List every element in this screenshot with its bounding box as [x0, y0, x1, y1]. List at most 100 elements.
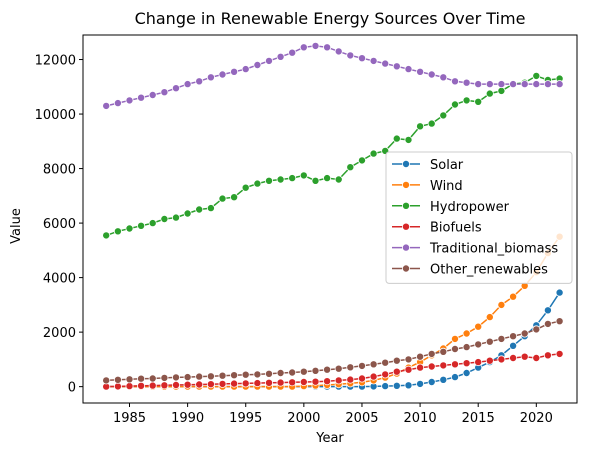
data-point [392, 62, 401, 71]
series-line [106, 353, 560, 388]
data-point [276, 52, 285, 61]
data-point [369, 56, 378, 65]
data-point [137, 93, 146, 102]
series-line [106, 45, 560, 107]
data-point [497, 300, 506, 309]
data-point [102, 101, 111, 110]
data-point [288, 378, 297, 387]
series-traditional-biomass [102, 41, 564, 110]
data-point [369, 360, 378, 369]
data-point [497, 86, 506, 95]
data-point [357, 374, 366, 383]
data-point [299, 377, 308, 386]
data-point [346, 163, 355, 172]
legend-item: Hydropower [392, 200, 510, 215]
data-point [137, 374, 146, 383]
data-point [462, 359, 471, 368]
data-point [206, 204, 215, 213]
data-point [392, 367, 401, 376]
data-point [346, 51, 355, 60]
data-point [323, 43, 332, 52]
data-point [230, 67, 239, 76]
x-tick-label: 2015 [462, 411, 495, 426]
y-tick-label: 8000 [43, 163, 76, 178]
data-point [450, 360, 459, 369]
data-point [474, 80, 483, 89]
data-point [113, 227, 122, 236]
data-point [381, 382, 390, 391]
legend-marker [401, 180, 410, 189]
data-point [427, 362, 436, 371]
data-point [125, 224, 134, 233]
data-point [555, 288, 564, 297]
y-tick-label: 4000 [43, 272, 76, 287]
x-axis-title: Year [315, 431, 344, 446]
data-point [160, 373, 169, 382]
data-point [485, 80, 494, 89]
legend-item: Wind [392, 179, 463, 194]
data-point [102, 231, 111, 240]
data-point [311, 366, 320, 375]
x-tick-label: 2010 [404, 411, 437, 426]
data-point [288, 48, 297, 57]
data-point [230, 193, 239, 202]
data-point [264, 56, 273, 65]
data-point [334, 175, 343, 184]
data-point [276, 378, 285, 387]
legend-item: Other_renewables [392, 263, 548, 278]
data-point [253, 370, 262, 379]
data-point [404, 365, 413, 374]
data-point [230, 371, 239, 380]
data-point [439, 375, 448, 384]
data-point [520, 352, 529, 361]
data-point [474, 358, 483, 367]
data-point [509, 332, 518, 341]
data-point [485, 89, 494, 98]
data-point [509, 341, 518, 350]
data-point [113, 99, 122, 108]
data-point [148, 91, 157, 100]
data-point [125, 382, 134, 391]
data-point [474, 97, 483, 106]
series-biofuels [102, 349, 564, 391]
data-point [183, 80, 192, 89]
series-layer [102, 41, 564, 391]
data-point [160, 214, 169, 223]
data-point [171, 373, 180, 382]
data-point [369, 372, 378, 381]
data-point [183, 209, 192, 218]
data-point [497, 355, 506, 364]
data-point [171, 84, 180, 93]
data-point [427, 70, 436, 79]
series-solar [102, 288, 564, 391]
y-tick-label: 12000 [35, 54, 76, 69]
data-point [509, 80, 518, 89]
data-point [485, 313, 494, 322]
data-point [532, 325, 541, 334]
legend-label: Traditional_biomass [429, 242, 558, 257]
data-point [137, 381, 146, 390]
data-point [497, 80, 506, 89]
data-point [392, 356, 401, 365]
data-point [288, 368, 297, 377]
data-point [113, 382, 122, 391]
data-point [148, 219, 157, 228]
data-point [276, 175, 285, 184]
data-point [113, 375, 122, 384]
data-point [543, 306, 552, 315]
data-point [218, 194, 227, 203]
data-point [195, 205, 204, 214]
data-point [299, 367, 308, 376]
y-axis: 0 2000 4000 6000 8000 10000 12000 [35, 54, 83, 396]
data-point [450, 77, 459, 86]
data-point [253, 379, 262, 388]
data-point [392, 134, 401, 143]
x-tick-label: 2000 [287, 411, 320, 426]
chart-title: Change in Renewable Energy Sources Over … [135, 9, 526, 28]
data-point [450, 344, 459, 353]
legend-label: Other_renewables [430, 263, 548, 278]
data-point [555, 317, 564, 326]
data-point [462, 368, 471, 377]
data-point [218, 379, 227, 388]
